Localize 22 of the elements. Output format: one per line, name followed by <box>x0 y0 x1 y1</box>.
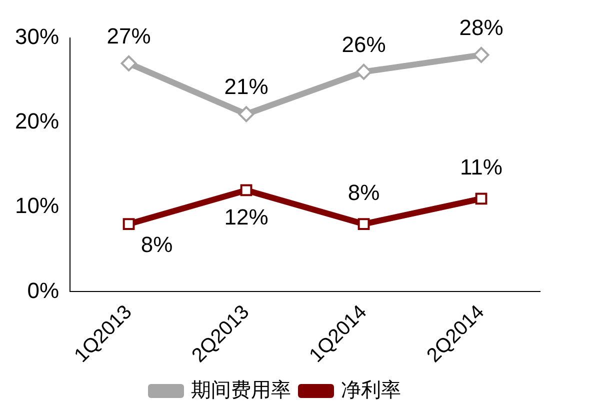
point <box>356 64 372 80</box>
data-label: 8% <box>140 232 173 258</box>
data-label: 27% <box>106 23 151 48</box>
y-tick-label: 0% <box>27 278 60 303</box>
y-tick-label: 30% <box>14 24 60 50</box>
point <box>122 218 135 230</box>
point <box>358 218 370 230</box>
data-label: 26% <box>342 32 386 57</box>
legend-label: 期间费用率 <box>191 380 291 402</box>
point <box>238 106 254 122</box>
data-label: 28% <box>459 14 504 40</box>
data-label: 21% <box>224 74 268 100</box>
point <box>475 192 488 205</box>
data-label: 11% <box>460 154 502 180</box>
point <box>240 184 252 196</box>
legend-label: 净利率 <box>341 380 401 402</box>
point <box>120 55 137 72</box>
point <box>473 46 490 63</box>
y-tick-label: 10% <box>14 193 60 218</box>
data-label: 12% <box>224 204 268 230</box>
y-tick-label: 20% <box>14 108 60 134</box>
data-label: 8% <box>348 180 380 206</box>
